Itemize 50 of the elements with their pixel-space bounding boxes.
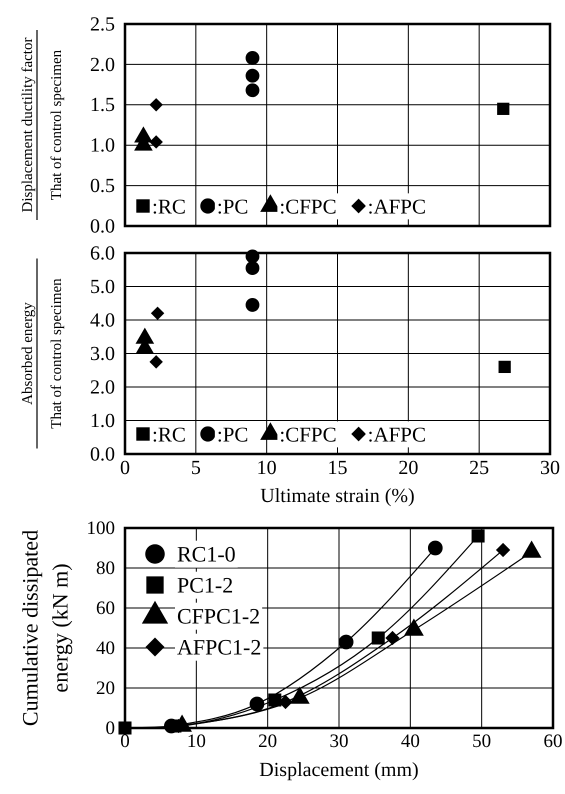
y-tick-label: 2.5 [90, 13, 115, 36]
legend-label: :CFPC [279, 194, 337, 218]
legend-label: :AFPC [368, 194, 426, 218]
x-tick-label: 40 [400, 731, 420, 752]
legend-label: :CFPC [279, 422, 337, 446]
x-axis-title: Ultimate strain (%) [260, 485, 415, 507]
legend-label: :RC [152, 194, 186, 218]
y-tick-label: 60 [96, 598, 115, 620]
legend-label: PC1-2 [177, 572, 234, 598]
legend-label: :RC [152, 422, 186, 446]
y-tick-label: 3.0 [90, 342, 115, 365]
x-tick-label: 20 [398, 457, 418, 479]
y-tick-label: 1.5 [90, 94, 115, 116]
x-tick-label: 10 [256, 457, 277, 479]
y-tick-label: 40 [96, 638, 115, 660]
legend-label: RC1-0 [177, 542, 236, 567]
y-tick-label: 1.0 [90, 410, 115, 432]
x-tick-label: 20 [258, 731, 278, 752]
x-tick-label: 5 [190, 457, 201, 479]
y-tick-label: 2.0 [90, 376, 115, 398]
legend-label: :PC [216, 194, 248, 218]
legend-label: CFPC1-2 [177, 604, 260, 629]
y-tick-label: 4.0 [90, 309, 115, 332]
y-axis-title: Cumulative dissipated energy (kN m) [18, 530, 73, 726]
x-tick-label: 60 [544, 731, 562, 752]
y-tick-label: 100 [86, 518, 115, 540]
y-tick-label: 80 [96, 558, 115, 580]
y-tick-label: 20 [96, 678, 115, 700]
y-axis-title: Absorbed energy That of control specimen [20, 278, 65, 429]
y-tick-label: 6.0 [90, 242, 115, 264]
legend-label: :AFPC [368, 422, 426, 446]
legend-label: :PC [216, 422, 248, 446]
x-tick-label: 30 [540, 457, 560, 479]
x-tick-label: 10 [186, 731, 206, 752]
x-tick-label: 25 [469, 457, 490, 479]
y-tick-label: 1.0 [90, 134, 115, 157]
x-tick-label: 0 [120, 457, 130, 479]
y-tick-label: 2.0 [90, 54, 115, 76]
y-tick-label: 5.0 [90, 276, 115, 298]
y-tick-label: 0.0 [90, 215, 115, 238]
legend-label: AFPC1-2 [177, 634, 262, 660]
x-axis-title: Displacement (mm) [259, 759, 419, 781]
x-tick-label: 0 [120, 731, 130, 752]
x-tick-label: 15 [328, 457, 348, 479]
x-tick-label: 30 [330, 731, 348, 752]
y-tick-label: 0 [106, 718, 115, 740]
x-tick-label: 50 [472, 731, 492, 752]
y-tick-label: 0.0 [90, 443, 115, 466]
y-tick-label: 0.5 [90, 175, 115, 197]
y-axis-title: Displacement ductility factor That of control specimen [20, 38, 65, 212]
